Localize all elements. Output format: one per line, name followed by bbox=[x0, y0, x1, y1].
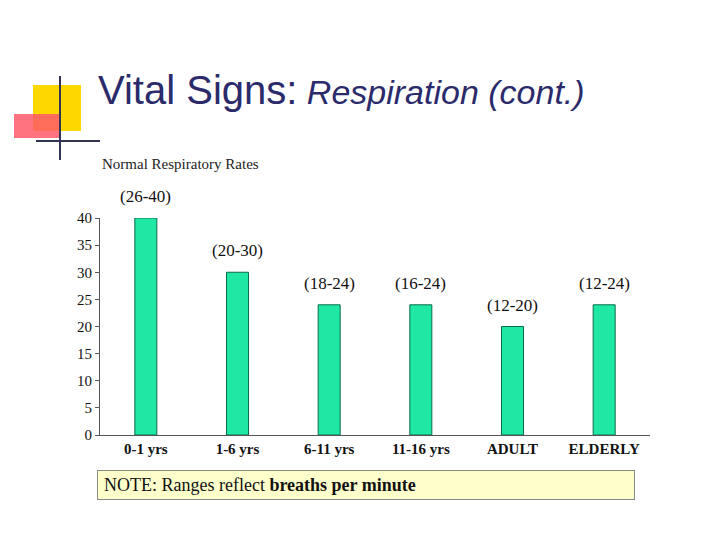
svg-text:35: 35 bbox=[77, 237, 92, 253]
svg-text:15: 15 bbox=[77, 346, 92, 362]
svg-text:(20-30): (20-30) bbox=[212, 241, 263, 260]
svg-text:(16-24): (16-24) bbox=[395, 274, 446, 293]
svg-text:6-11 yrs: 6-11 yrs bbox=[304, 441, 355, 457]
svg-text:5: 5 bbox=[85, 400, 93, 416]
html-text:Vital Signs: Respiration (cont: Vital Signs: Respiration (cont.) bbox=[98, 68, 585, 112]
svg-text:30: 30 bbox=[77, 265, 92, 281]
svg-text:25: 25 bbox=[77, 292, 92, 308]
svg-text:0-1 yrs: 0-1 yrs bbox=[124, 441, 168, 457]
html-text:NOTE: Ranges reflect breaths p: NOTE: Ranges reflect breaths per minute bbox=[104, 475, 416, 495]
svg-text:10: 10 bbox=[77, 373, 92, 389]
html-text:Normal Respiratory Rates: Normal Respiratory Rates bbox=[102, 156, 259, 172]
svg-text:(18-24): (18-24) bbox=[304, 274, 355, 293]
svg-text:11-16 yrs: 11-16 yrs bbox=[392, 441, 450, 457]
svg-text:(26-40): (26-40) bbox=[120, 187, 171, 206]
svg-text:(12-20): (12-20) bbox=[487, 296, 538, 315]
svg-text:20: 20 bbox=[77, 319, 92, 335]
svg-text:40: 40 bbox=[77, 210, 92, 226]
svg-text:ADULT: ADULT bbox=[487, 441, 538, 457]
svg-text:0: 0 bbox=[85, 427, 93, 443]
svg-text:ELDERLY: ELDERLY bbox=[569, 441, 640, 457]
svg-text:(12-24): (12-24) bbox=[579, 274, 630, 293]
svg-text:1-6 yrs: 1-6 yrs bbox=[216, 441, 260, 457]
